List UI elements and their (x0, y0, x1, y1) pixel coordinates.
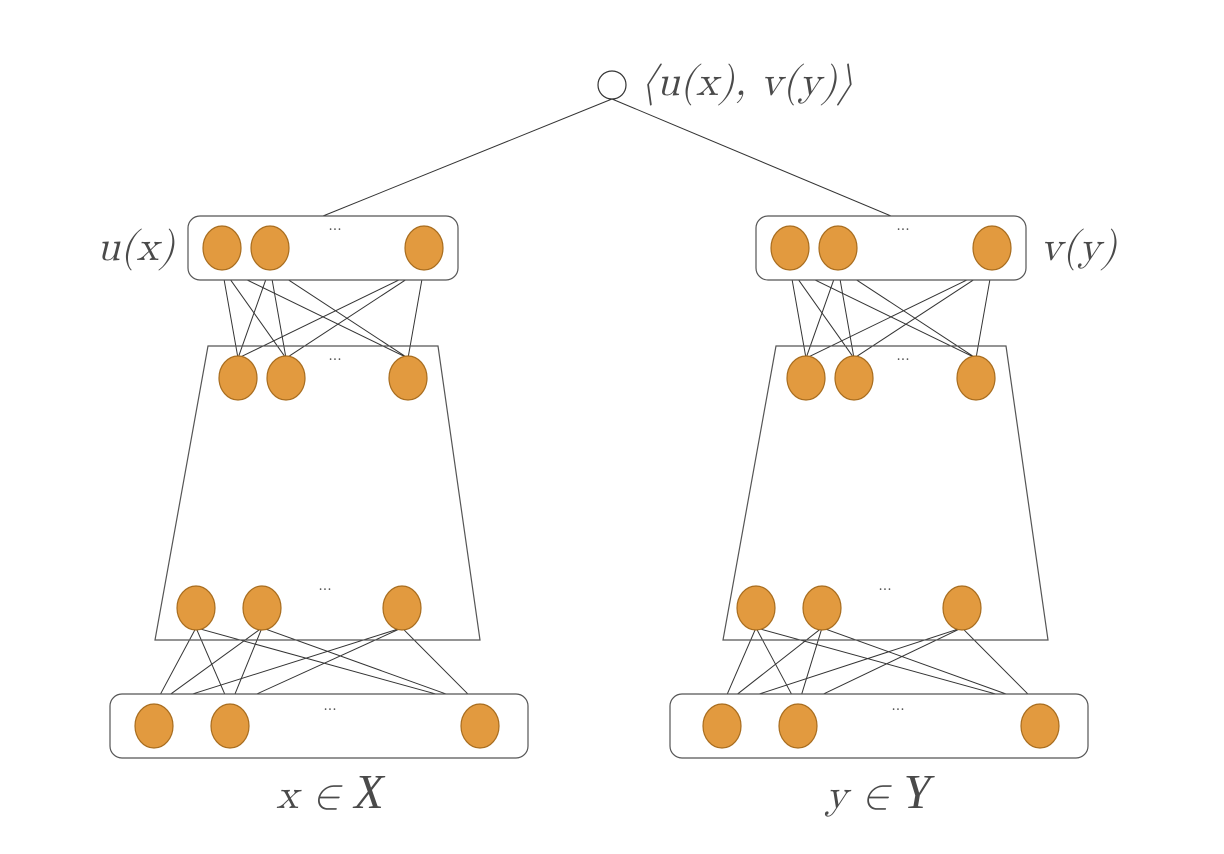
label-top: ⟨u(x), v(y)⟩ (640, 62, 854, 106)
label-ux: u(x) (97, 227, 176, 271)
label-vy: v(y) (1040, 227, 1118, 271)
neuron-right-hidden-bottom (943, 586, 981, 630)
ellipsis: ... (896, 218, 909, 234)
ellipsis: ... (896, 348, 909, 364)
edge (238, 268, 424, 358)
ellipsis: ... (328, 218, 341, 234)
diagram-canvas: ........................ ⟨u(x), v(y)⟩ u(x)… (0, 0, 1224, 854)
neuron-left-embedding (251, 226, 289, 270)
edge (222, 268, 238, 358)
neuron-right-hidden-top (835, 356, 873, 400)
neuron-left-hidden-top (389, 356, 427, 400)
ellipsis: ... (878, 578, 891, 594)
ellipsis: ... (891, 698, 904, 714)
neuron-right-hidden-top (957, 356, 995, 400)
edge (838, 268, 976, 358)
label-x-in-X: x ∈ X (276, 766, 386, 819)
ellipsis: ... (328, 348, 341, 364)
neuron-left-embedding (203, 226, 241, 270)
neuron-left-hidden-top (267, 356, 305, 400)
edge-output (323, 99, 612, 216)
neuron-right-embedding (771, 226, 809, 270)
ellipsis: ... (323, 698, 336, 714)
neuron-left-hidden-bottom (177, 586, 215, 630)
neuron-right-input (1021, 704, 1059, 748)
neuron-right-input (779, 704, 817, 748)
label-y-in-Y: y ∈ Y (825, 766, 936, 819)
edge (790, 268, 806, 358)
neuron-right-embedding (973, 226, 1011, 270)
edge-output (612, 99, 891, 216)
output-node (598, 71, 626, 99)
neuron-left-hidden-bottom (383, 586, 421, 630)
edge (286, 268, 424, 358)
edge (854, 268, 992, 358)
neuron-right-hidden-bottom (803, 586, 841, 630)
neuron-right-hidden-top (787, 356, 825, 400)
neuron-left-input (135, 704, 173, 748)
neuron-left-input (211, 704, 249, 748)
neuron-left-hidden-bottom (243, 586, 281, 630)
edges-layer (154, 99, 1040, 706)
nodes-layer (135, 71, 1059, 748)
edge (790, 268, 976, 358)
neuron-left-hidden-top (219, 356, 257, 400)
edge (838, 268, 854, 358)
neuron-right-input (703, 704, 741, 748)
ellipsis: ... (318, 578, 331, 594)
neuron-left-embedding (405, 226, 443, 270)
edge (806, 268, 992, 358)
edge (976, 268, 992, 358)
edge (408, 268, 424, 358)
neuron-left-input (461, 704, 499, 748)
boxes-layer (110, 216, 1088, 758)
neuron-right-hidden-bottom (737, 586, 775, 630)
edge (270, 268, 286, 358)
neuron-right-embedding (819, 226, 857, 270)
edge (270, 268, 408, 358)
edge (222, 268, 408, 358)
